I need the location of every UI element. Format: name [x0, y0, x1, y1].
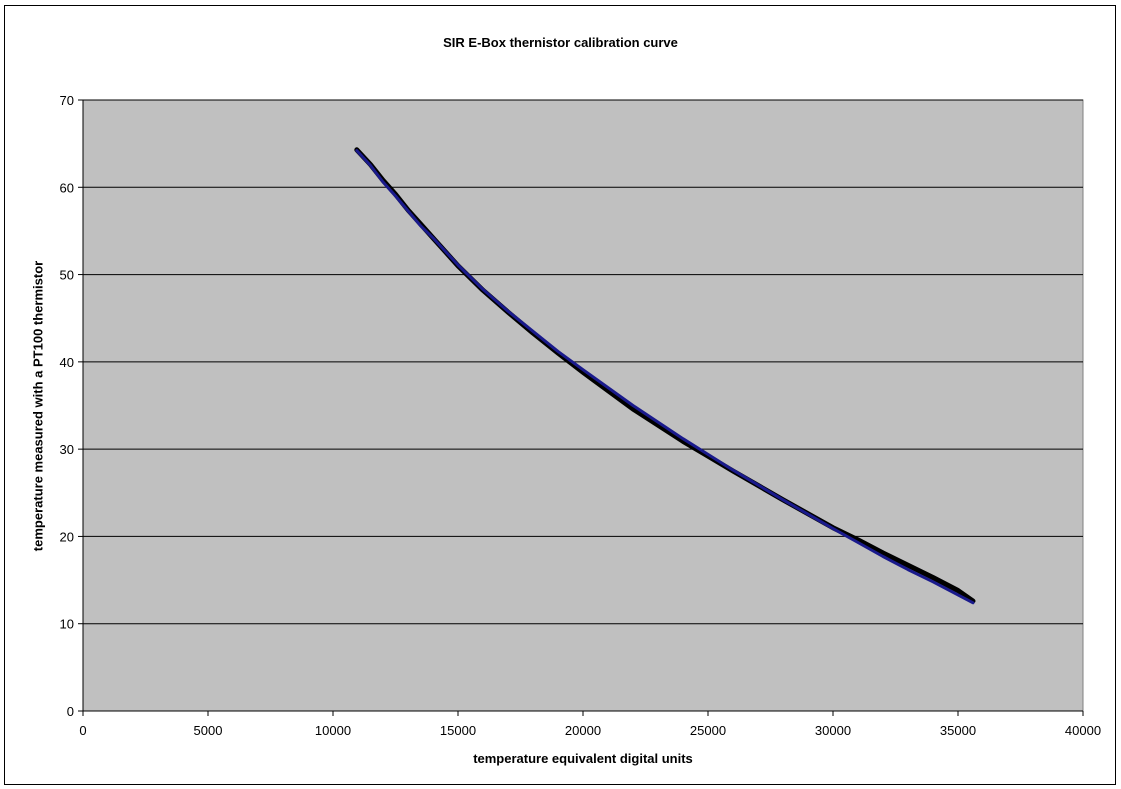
y-tick-label: 40 — [60, 355, 74, 370]
y-tick-label: 0 — [67, 704, 74, 719]
series-lines — [354, 147, 976, 605]
x-tick-label: 30000 — [815, 723, 851, 738]
ticks: 0 10 20 30 40 50 60 70 0 5000 10000 15000 20000 25000… — [60, 93, 1102, 738]
y-tick-label: 30 — [60, 442, 74, 457]
plot-area — [82, 99, 1084, 712]
x-tick-label: 35000 — [940, 723, 976, 738]
y-tick-label: 60 — [60, 180, 74, 195]
x-tick-label: 25000 — [690, 723, 726, 738]
y-tick-label: 20 — [60, 529, 74, 544]
x-tick-label: 15000 — [440, 723, 476, 738]
x-tick-label: 5000 — [194, 723, 223, 738]
y-tick-label: 10 — [60, 617, 74, 632]
series-line-2 — [355, 149, 975, 605]
chart-title: SIR E-Box thernistor calibration curve — [443, 35, 678, 50]
x-tick-label: 10000 — [315, 723, 351, 738]
x-tick-label: 40000 — [1065, 723, 1101, 738]
x-axis-label: temperature equivalent digital units — [473, 751, 693, 766]
y-tick-label: 50 — [60, 268, 74, 283]
x-tick-label: 0 — [79, 723, 86, 738]
x-tick-label: 20000 — [565, 723, 601, 738]
y-tick-label: 70 — [60, 93, 74, 108]
gridlines — [83, 99, 1083, 625]
